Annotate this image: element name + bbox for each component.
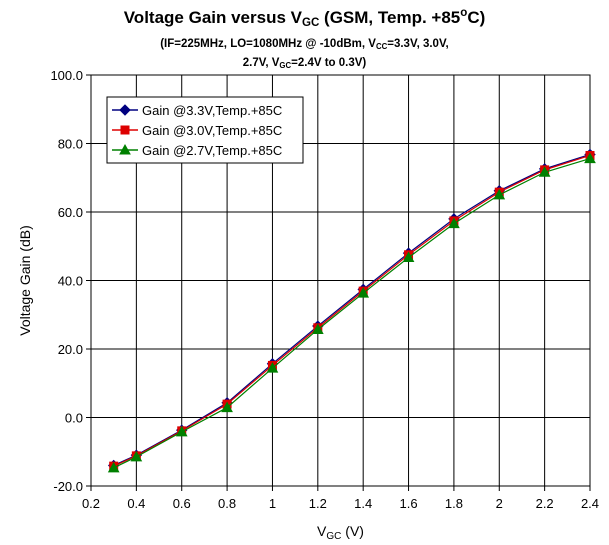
y-tick-label: 0.0: [65, 411, 83, 426]
x-tick-label: 2.4: [581, 496, 599, 511]
data-point: [493, 188, 506, 200]
data-point: [448, 217, 460, 229]
data-point: [175, 425, 188, 437]
legend-item: Gain @2.7V,Temp.+85C: [112, 143, 282, 158]
y-tick-label: 40.0: [58, 274, 83, 289]
legend-item: Gain @3.0V,Temp.+85C: [112, 123, 282, 138]
data-point: [221, 401, 233, 413]
data-point: [357, 287, 370, 298]
data-point: [402, 251, 415, 263]
subtitle2-subscript: GC: [279, 60, 292, 70]
subtitle1-text-b: =3.3V, 3.0V,: [387, 38, 449, 50]
series-3: [107, 152, 596, 473]
x-axis-label: VGC (V): [317, 523, 364, 542]
legend-box: [106, 96, 304, 164]
data-point: [266, 362, 279, 373]
chart-title-subscript: GC: [302, 16, 320, 29]
x-tick-label: 1: [269, 496, 276, 511]
y-tick-label: -20.0: [53, 479, 83, 494]
legend-marker: [119, 104, 131, 116]
series-2: [109, 150, 595, 471]
data-point: [107, 461, 120, 473]
legend-label: Gain @3.3V,Temp.+85C: [142, 103, 282, 118]
x-tick-label: 0.8: [218, 496, 236, 511]
y-axis-label: Voltage Gain (dB): [17, 225, 33, 336]
data-point: [538, 166, 551, 177]
x-tick-label: 1.8: [445, 496, 463, 511]
axis-ticks: 0.2 0.4 0.6 0.8 1 1.2 1.4 1.6 1.8 2 2.2 2.4 -20.0 0.0…: [50, 68, 599, 511]
subtitle1-subscript: CC: [375, 41, 388, 51]
chart-title-degree: o: [460, 7, 468, 20]
x-tick-label: 1.6: [400, 496, 418, 511]
chart-subtitle-line2: 2.7V, VGC=2.4V to 0.3V): [0, 57, 609, 69]
y-tick-label: 100.0: [50, 68, 83, 83]
x-tick-label: 0.6: [173, 496, 191, 511]
chart-subtitle-line1: (IF=225MHz, LO=1080MHz @ -10dBm, VCC=3.3…: [0, 38, 609, 50]
y-tick-label: 20.0: [58, 342, 83, 357]
chart-title-prefix: Voltage Gain versus V: [123, 8, 302, 27]
legend: Gain @3.3V,Temp.+85C Gain @3.0V,Temp.+85C…: [106, 96, 304, 164]
series-layer: [107, 148, 596, 473]
series-line: [113, 153, 591, 466]
legend-item: Gain @3.3V,Temp.+85C: [112, 103, 282, 118]
legend-marker: [119, 143, 131, 155]
x-tick-label: 0.4: [127, 496, 145, 511]
legend-marker: [120, 125, 130, 135]
chart-title-middle: (GSM, Temp. +85: [319, 8, 461, 27]
y-tick-label: 60.0: [58, 205, 83, 220]
x-axis-label-subscript: GC: [326, 531, 341, 542]
data-point: [311, 323, 324, 334]
x-tick-label: 0.2: [82, 496, 100, 511]
data-point: [584, 152, 596, 164]
series-line: [113, 154, 591, 467]
x-tick-label: 1.2: [309, 496, 327, 511]
series-line: [113, 157, 591, 469]
legend-label: Gain @2.7V,Temp.+85C: [142, 143, 282, 158]
x-tick-label: 2: [496, 496, 503, 511]
x-axis-label-main: V: [317, 523, 327, 539]
chart-title: Voltage Gain versus VGC (GSM, Temp. +85o…: [0, 7, 609, 29]
legend-label: Gain @3.0V,Temp.+85C: [142, 123, 282, 138]
chart-title-suffix: C): [467, 8, 486, 27]
x-tick-label: 2.2: [536, 496, 554, 511]
x-tick-label: 1.4: [354, 496, 372, 511]
data-point: [130, 450, 143, 462]
y-tick-label: 80.0: [58, 137, 83, 152]
subtitle2-text-b: =2.4V to 0.3V): [291, 57, 367, 69]
x-axis-label-suffix: (V): [341, 523, 364, 539]
subtitle1-text-a: (IF=225MHz, LO=1080MHz @ -10dBm, V: [160, 38, 376, 50]
subtitle2-text-a: 2.7V, V: [242, 57, 280, 69]
